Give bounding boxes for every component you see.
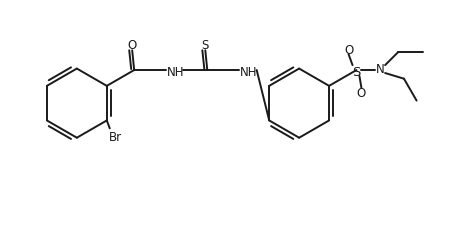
Text: O: O <box>128 39 137 52</box>
Text: S: S <box>202 39 209 52</box>
Text: N: N <box>376 62 385 75</box>
Text: Br: Br <box>109 131 122 144</box>
Text: NH: NH <box>240 65 257 78</box>
Text: O: O <box>344 44 353 57</box>
Text: S: S <box>352 65 360 78</box>
Text: O: O <box>357 87 366 100</box>
Text: NH: NH <box>167 65 184 78</box>
